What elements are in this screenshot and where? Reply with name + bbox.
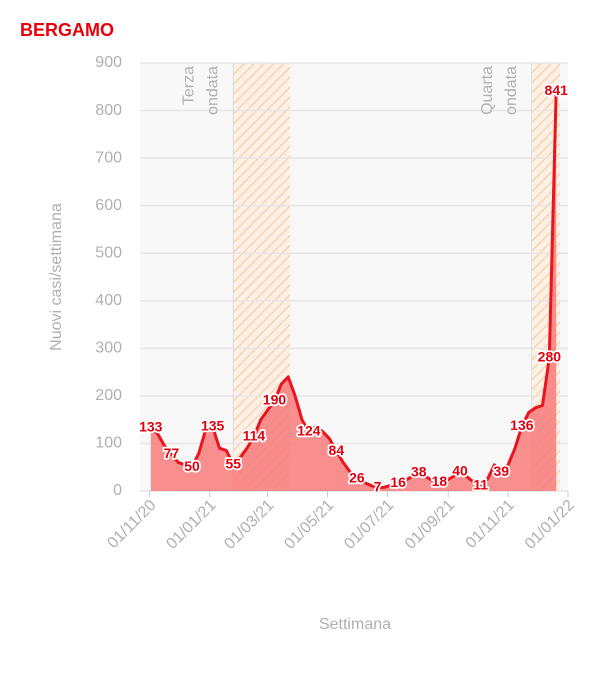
data-label: 280 (538, 349, 562, 365)
x-tick-label: 01/11/21 (463, 497, 518, 552)
data-label: 124 (297, 423, 321, 439)
y-tick-label: 700 (95, 149, 122, 166)
x-axis-label: Settimana (319, 616, 391, 633)
data-label: 38 (411, 464, 427, 480)
data-label: 16 (390, 474, 406, 490)
x-tick-label: 01/09/21 (402, 497, 458, 553)
y-tick-label: 800 (95, 102, 122, 119)
wave-label: ondata (204, 66, 221, 115)
wave-label: ondata (503, 66, 520, 115)
x-tick-label: 01/11/20 (104, 497, 159, 552)
y-tick-label: 400 (95, 292, 122, 309)
x-tick-label: 01/01/21 (163, 497, 219, 553)
line (149, 91, 558, 490)
x-tick-label: 01/01/22 (522, 497, 578, 553)
data-label: 190 (263, 391, 287, 407)
x-tick-label: 01/05/21 (281, 497, 337, 553)
data-label: 7 (374, 478, 382, 494)
data-label: 40 (452, 463, 468, 479)
y-tick-label: 200 (95, 387, 122, 404)
data-label: 77 (164, 445, 180, 461)
y-tick-label: 300 (95, 340, 122, 357)
data-label: 136 (510, 417, 534, 433)
wave-label: Terza (180, 66, 197, 105)
data-label: 26 (349, 469, 365, 485)
data-label: 11 (473, 476, 488, 492)
y-axis-label: Nuovi casi/settimana (48, 203, 65, 351)
data-label: 133 (139, 418, 163, 434)
data-label: 39 (493, 463, 509, 479)
plot-background (140, 63, 568, 491)
area (150, 91, 557, 491)
y-tick-label: 600 (95, 197, 122, 214)
data-label: 135 (201, 418, 225, 434)
data-label: 84 (329, 442, 345, 458)
data-label: 55 (225, 456, 241, 472)
data-label: 18 (432, 473, 448, 489)
y-tick-label: 900 (95, 54, 122, 71)
chart-title: BERGAMO (20, 20, 114, 40)
x-tick-label: 01/03/21 (221, 497, 277, 553)
data-label: 841 (545, 82, 569, 98)
data-label: 114 (243, 427, 266, 443)
y-tick-label: 500 (95, 244, 122, 261)
y-tick-label: 0 (113, 482, 122, 499)
data-label: 50 (184, 458, 200, 474)
y-tick-label: 100 (95, 435, 122, 452)
x-tick-label: 01/07/21 (341, 497, 397, 553)
wave-label: Quarta (479, 66, 496, 115)
